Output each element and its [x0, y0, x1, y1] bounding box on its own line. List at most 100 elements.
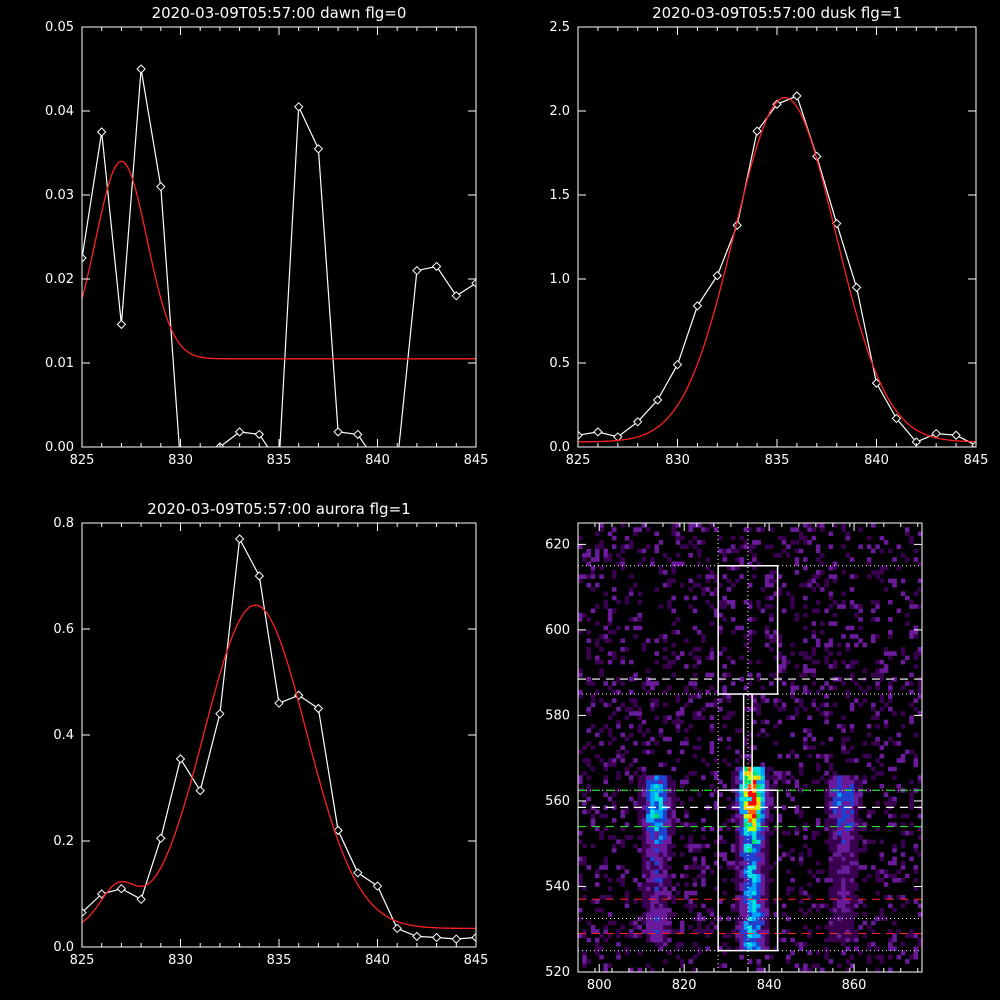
- heatmap-cell: [730, 771, 736, 776]
- heatmap-cell: [650, 847, 655, 853]
- heatmap-cell: [747, 544, 753, 549]
- heatmap-cell: [790, 749, 795, 755]
- heatmap-cell: [730, 604, 736, 609]
- heatmap-cell: [709, 920, 715, 926]
- heatmap-cell: [671, 527, 676, 532]
- heatmap-cell: [905, 933, 910, 939]
- heatmap-cell: [671, 629, 676, 635]
- heatmap-cell: [671, 852, 676, 857]
- heatmap-cell: [764, 912, 770, 917]
- heatmap-cell: [696, 629, 702, 635]
- heatmap-cell: [760, 800, 766, 806]
- heatmap-cell: [658, 907, 664, 913]
- heatmap-cell: [607, 732, 613, 738]
- heatmap-cell: [888, 822, 893, 827]
- heatmap-cell: [624, 736, 630, 742]
- heatmap-cell: [879, 959, 885, 964]
- heatmap-cell: [675, 719, 681, 725]
- heatmap-cell: [900, 950, 906, 956]
- heatmap-cell: [828, 762, 834, 768]
- heatmap-cell: [578, 689, 583, 695]
- heatmap-cell: [828, 651, 834, 656]
- heatmap-cell: [590, 608, 596, 614]
- heatmap-cell: [633, 933, 638, 939]
- heatmap-cell: [854, 865, 859, 870]
- heatmap-cell: [705, 672, 710, 678]
- heatmap-cell: [696, 574, 702, 579]
- heatmap-cell: [849, 664, 855, 669]
- y-tick-label: 0.0: [549, 440, 570, 455]
- data-point: [293, 102, 304, 112]
- heatmap-cell: [645, 890, 651, 896]
- heatmap-cell: [743, 899, 749, 904]
- heatmap-cell: [701, 818, 706, 823]
- heatmap-cell: [875, 570, 880, 575]
- heatmap-cell: [633, 899, 638, 904]
- heatmap-cell: [824, 950, 829, 956]
- heatmap-cell: [730, 659, 736, 665]
- heatmap-cell: [624, 625, 630, 631]
- heatmap-cell: [747, 604, 753, 609]
- heatmap-cell: [658, 762, 664, 768]
- heatmap-cell: [696, 736, 702, 742]
- heatmap-cell: [909, 719, 914, 725]
- heatmap-cell: [832, 523, 838, 528]
- heatmap-cell: [722, 552, 727, 558]
- heatmap-cell: [616, 723, 621, 729]
- heatmap-cell: [730, 775, 736, 780]
- heatmap-cell: [879, 535, 885, 541]
- heatmap-cell: [905, 959, 910, 964]
- heatmap-cell: [735, 779, 740, 785]
- heatmap-cell: [832, 865, 838, 870]
- heatmap-cell: [837, 916, 842, 921]
- heatmap-cell: [841, 783, 846, 789]
- heatmap-cell: [828, 574, 834, 579]
- heatmap-cell: [611, 655, 617, 661]
- heatmap-cell: [764, 895, 770, 900]
- heatmap-cell: [773, 912, 778, 917]
- plot-frame: [577, 26, 977, 448]
- heatmap-cell: [637, 886, 643, 892]
- heatmap-cell: [628, 574, 634, 579]
- heatmap-cell: [696, 523, 702, 528]
- heatmap-cell: [684, 865, 689, 870]
- heatmap-cell: [637, 715, 643, 721]
- heatmap-cell: [578, 877, 583, 883]
- heatmap-cell: [769, 612, 774, 618]
- heatmap-cell: [849, 873, 855, 879]
- heatmap-cell: [658, 899, 664, 904]
- heatmap-cell: [832, 856, 838, 862]
- heatmap-cell: [871, 617, 876, 622]
- heatmap-cell: [599, 672, 604, 678]
- connector-box: [742, 693, 753, 792]
- heatmap-cell: [883, 647, 889, 652]
- heatmap-cell: [756, 822, 761, 827]
- heatmap-cell: [671, 912, 676, 917]
- data-point: [431, 932, 442, 943]
- heatmap-cell: [892, 676, 897, 682]
- heatmap-cell: [611, 920, 617, 926]
- heatmap-cell: [641, 647, 647, 652]
- heatmap-cell: [747, 865, 753, 870]
- heatmap-cell: [913, 877, 919, 883]
- data-point: [632, 417, 643, 427]
- heatmap-cell: [760, 698, 766, 703]
- heatmap-cell: [667, 856, 672, 862]
- heatmap-cell: [837, 835, 842, 840]
- heatmap-cell: [773, 698, 778, 703]
- heatmap-cell: [684, 903, 689, 909]
- heatmap-cell: [667, 830, 672, 836]
- heatmap-cell: [841, 749, 846, 755]
- heatmap-cell: [645, 527, 651, 532]
- heatmap-cell: [679, 706, 685, 712]
- heatmap-cell: [752, 813, 757, 819]
- heatmap-cell: [832, 574, 838, 579]
- heatmap-cell: [675, 942, 681, 947]
- heatmap-cell: [777, 719, 783, 725]
- heatmap-cell: [820, 702, 825, 708]
- heatmap-cell: [611, 570, 617, 575]
- heatmap-cell: [871, 548, 876, 554]
- heatmap-cell: [832, 796, 838, 802]
- heatmap-cell: [828, 929, 834, 934]
- heatmap-cell: [892, 822, 897, 827]
